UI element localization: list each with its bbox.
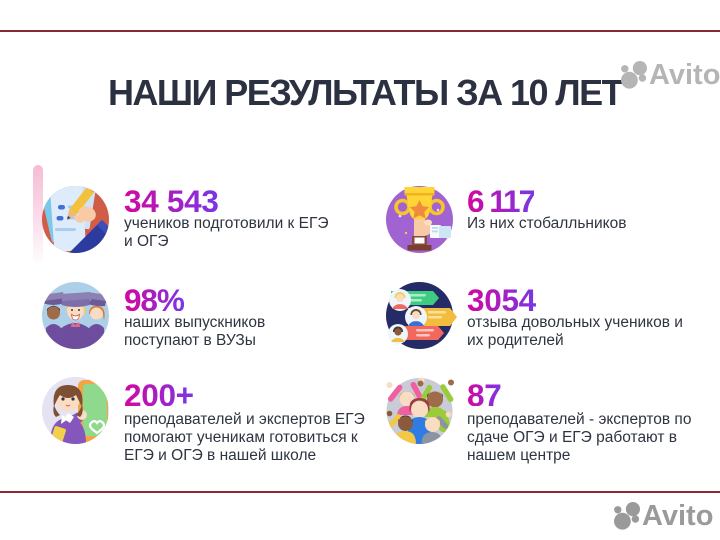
svg-text:Avito: Avito (649, 59, 720, 91)
svg-text:Avito: Avito (642, 500, 713, 532)
